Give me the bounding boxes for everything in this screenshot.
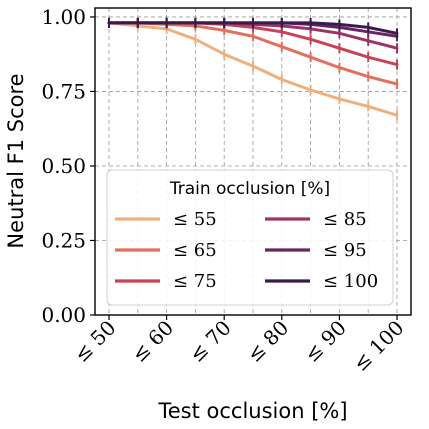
x-tick-label: ≤ 80 bbox=[242, 316, 293, 367]
x-tick-label: ≤ 100 bbox=[348, 316, 408, 376]
legend-label: ≤ 95 bbox=[323, 240, 367, 261]
legend-title: Train occlusion [%] bbox=[169, 179, 330, 199]
legend-label: ≤ 55 bbox=[173, 209, 217, 230]
legend-entries: ≤ 55 ≤ 65 ≤ 75 ≤ 85 ≤ 95 ≤ 100 bbox=[115, 209, 378, 292]
plot-frame bbox=[94, 7, 412, 316]
legend-label: ≤ 100 bbox=[323, 271, 378, 292]
y-tick-label: 0.50 bbox=[41, 154, 86, 178]
y-tick-label: 0.00 bbox=[41, 303, 86, 327]
x-tick-label: ≤ 60 bbox=[127, 316, 178, 367]
x-tick-label: ≤ 70 bbox=[184, 316, 235, 367]
y-axis: 0.00 0.25 0.50 0.75 1.00 bbox=[41, 5, 95, 327]
legend-label: ≤ 65 bbox=[173, 240, 217, 261]
legend: Train occlusion [%] ≤ 55 ≤ 65 ≤ 75 ≤ 85 ≤ 95… bbox=[106, 169, 394, 306]
y-tick-label: 0.25 bbox=[41, 228, 86, 252]
legend-label: ≤ 75 bbox=[173, 271, 217, 292]
y-tick-label: 1.00 bbox=[41, 5, 86, 29]
legend-label: ≤ 85 bbox=[323, 209, 367, 230]
x-axis: ≤ 50 ≤ 60 ≤ 70 ≤ 80 ≤ 90≤ 100 bbox=[69, 315, 409, 376]
x-tick-label: ≤ 90 bbox=[300, 316, 351, 367]
y-tick-label: 0.75 bbox=[41, 79, 86, 103]
y-axis-title: Neutral F1 Score bbox=[4, 73, 28, 248]
x-axis-title: Test occlusion [%] bbox=[157, 399, 347, 423]
series-layer bbox=[107, 17, 399, 121]
legend-box bbox=[106, 169, 394, 306]
